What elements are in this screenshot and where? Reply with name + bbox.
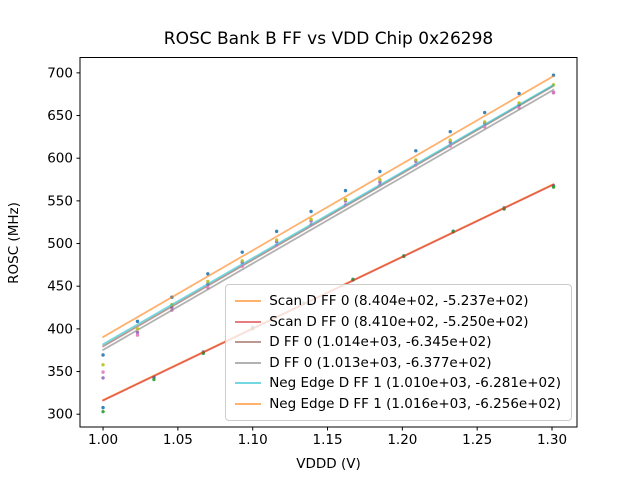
fit-line-series-4 <box>102 88 555 351</box>
data-point-series-5 <box>378 177 382 182</box>
y-tick-label: 300 <box>47 407 73 423</box>
y-tick-label: 350 <box>47 364 73 380</box>
y-tick-label: 450 <box>47 279 73 295</box>
legend-line-swatch <box>235 402 262 405</box>
data-point-series-6 <box>240 250 244 254</box>
data-point-series-2 <box>152 377 156 382</box>
x-tick-label: 1.15 <box>312 432 342 448</box>
data-point-series-5 <box>343 197 348 202</box>
legend-item-label: Neg Edge D FF 1 (1.016e+03, -6.256e+02) <box>269 395 561 412</box>
data-point-series-5 <box>414 158 418 162</box>
x-tick-label: 1.05 <box>163 432 193 448</box>
data-point-series-6 <box>378 169 382 174</box>
legend: Scan D FF 0 (8.404e+02, -5.237e+02) Scan … <box>225 284 572 421</box>
data-point-series-5 <box>206 279 210 284</box>
data-point-series-5 <box>240 259 244 263</box>
x-tick-label: 1.30 <box>537 432 567 448</box>
y-tick-label: 400 <box>47 321 73 337</box>
fit-line-series-3 <box>102 85 555 348</box>
legend-line-swatch <box>235 382 262 385</box>
data-point-series-6 <box>206 272 210 276</box>
legend-item-label: Neg Edge D FF 1 (1.010e+03, -6.281e+02) <box>269 375 561 392</box>
y-tick-label: 650 <box>47 108 73 124</box>
y-tick-label: 700 <box>47 65 73 81</box>
data-point-series-6 <box>448 129 452 134</box>
data-point-series-2 <box>551 185 556 189</box>
legend-line-swatch <box>235 341 262 344</box>
data-point-series-4 <box>482 125 487 129</box>
x-axis-label: VDDD (V) <box>296 456 361 472</box>
data-point-series-6 <box>482 110 487 115</box>
data-point-series-5 <box>101 363 105 367</box>
fit-line-series-6 <box>102 75 555 338</box>
legend-item-label: Scan D FF 0 (8.410e+02, -5.250e+02) <box>269 313 529 330</box>
data-point-series-6 <box>135 319 140 324</box>
data-point-series-3 <box>135 330 140 335</box>
legend-item-4: D FF 0 (1.013e+03, -6.377e+02) <box>235 353 561 374</box>
data-point-series-5 <box>309 217 313 222</box>
legend-item-5: Neg Edge D FF 1 (1.010e+03, -6.281e+02) <box>235 373 561 394</box>
legend-line-swatch <box>235 320 262 323</box>
y-tick-label: 550 <box>47 193 73 209</box>
data-point-series-3 <box>101 376 105 380</box>
data-point-series-6 <box>517 91 521 96</box>
legend-item-3: D FF 0 (1.014e+03, -6.345e+02) <box>235 332 561 353</box>
data-point-series-6 <box>343 188 348 193</box>
data-point-series-6 <box>101 353 105 357</box>
data-point-series-5 <box>135 327 140 331</box>
legend-item-6: Neg Edge D FF 1 (1.016e+03, -6.256e+02) <box>235 394 561 415</box>
y-tick-label: 500 <box>47 236 73 252</box>
legend-item-2: Scan D FF 0 (8.410e+02, -5.250e+02) <box>235 312 561 333</box>
legend-item-1: Scan D FF 0 (8.404e+02, -5.237e+02) <box>235 291 561 312</box>
legend-item-label: D FF 0 (1.014e+03, -6.345e+02) <box>269 334 492 351</box>
data-point-series-6 <box>274 229 279 234</box>
legend-item-label: Scan D FF 0 (8.404e+02, -5.237e+02) <box>269 293 529 310</box>
chart-title: ROSC Bank B FF vs VDD Chip 0x26298 <box>163 29 494 49</box>
data-point-series-6 <box>414 149 418 153</box>
data-point-series-4 <box>101 370 105 374</box>
axes-spines <box>79 57 578 428</box>
data-point-series-5 <box>482 120 487 124</box>
x-tick-label: 1.10 <box>238 432 268 448</box>
data-point-series-5 <box>448 138 452 142</box>
data-point-series-4 <box>135 333 140 337</box>
x-tick-label: 1.20 <box>387 432 417 448</box>
legend-line-swatch <box>235 300 262 303</box>
legend-item-label: D FF 0 (1.013e+03, -6.377e+02) <box>269 354 492 371</box>
data-point-series-2 <box>101 409 105 414</box>
y-axis-label: ROSC (MHz) <box>6 202 22 284</box>
y-tick-label: 600 <box>47 151 73 167</box>
data-point-series-4 <box>551 90 556 95</box>
data-point-series-1 <box>101 405 105 410</box>
data-point-series-6 <box>309 209 313 214</box>
legend-line-swatch <box>235 361 262 364</box>
x-tick-label: 1.00 <box>88 432 118 448</box>
data-point-series-5 <box>274 238 279 242</box>
fit-line-series-5 <box>102 83 555 346</box>
x-tick-label: 1.25 <box>462 432 492 448</box>
